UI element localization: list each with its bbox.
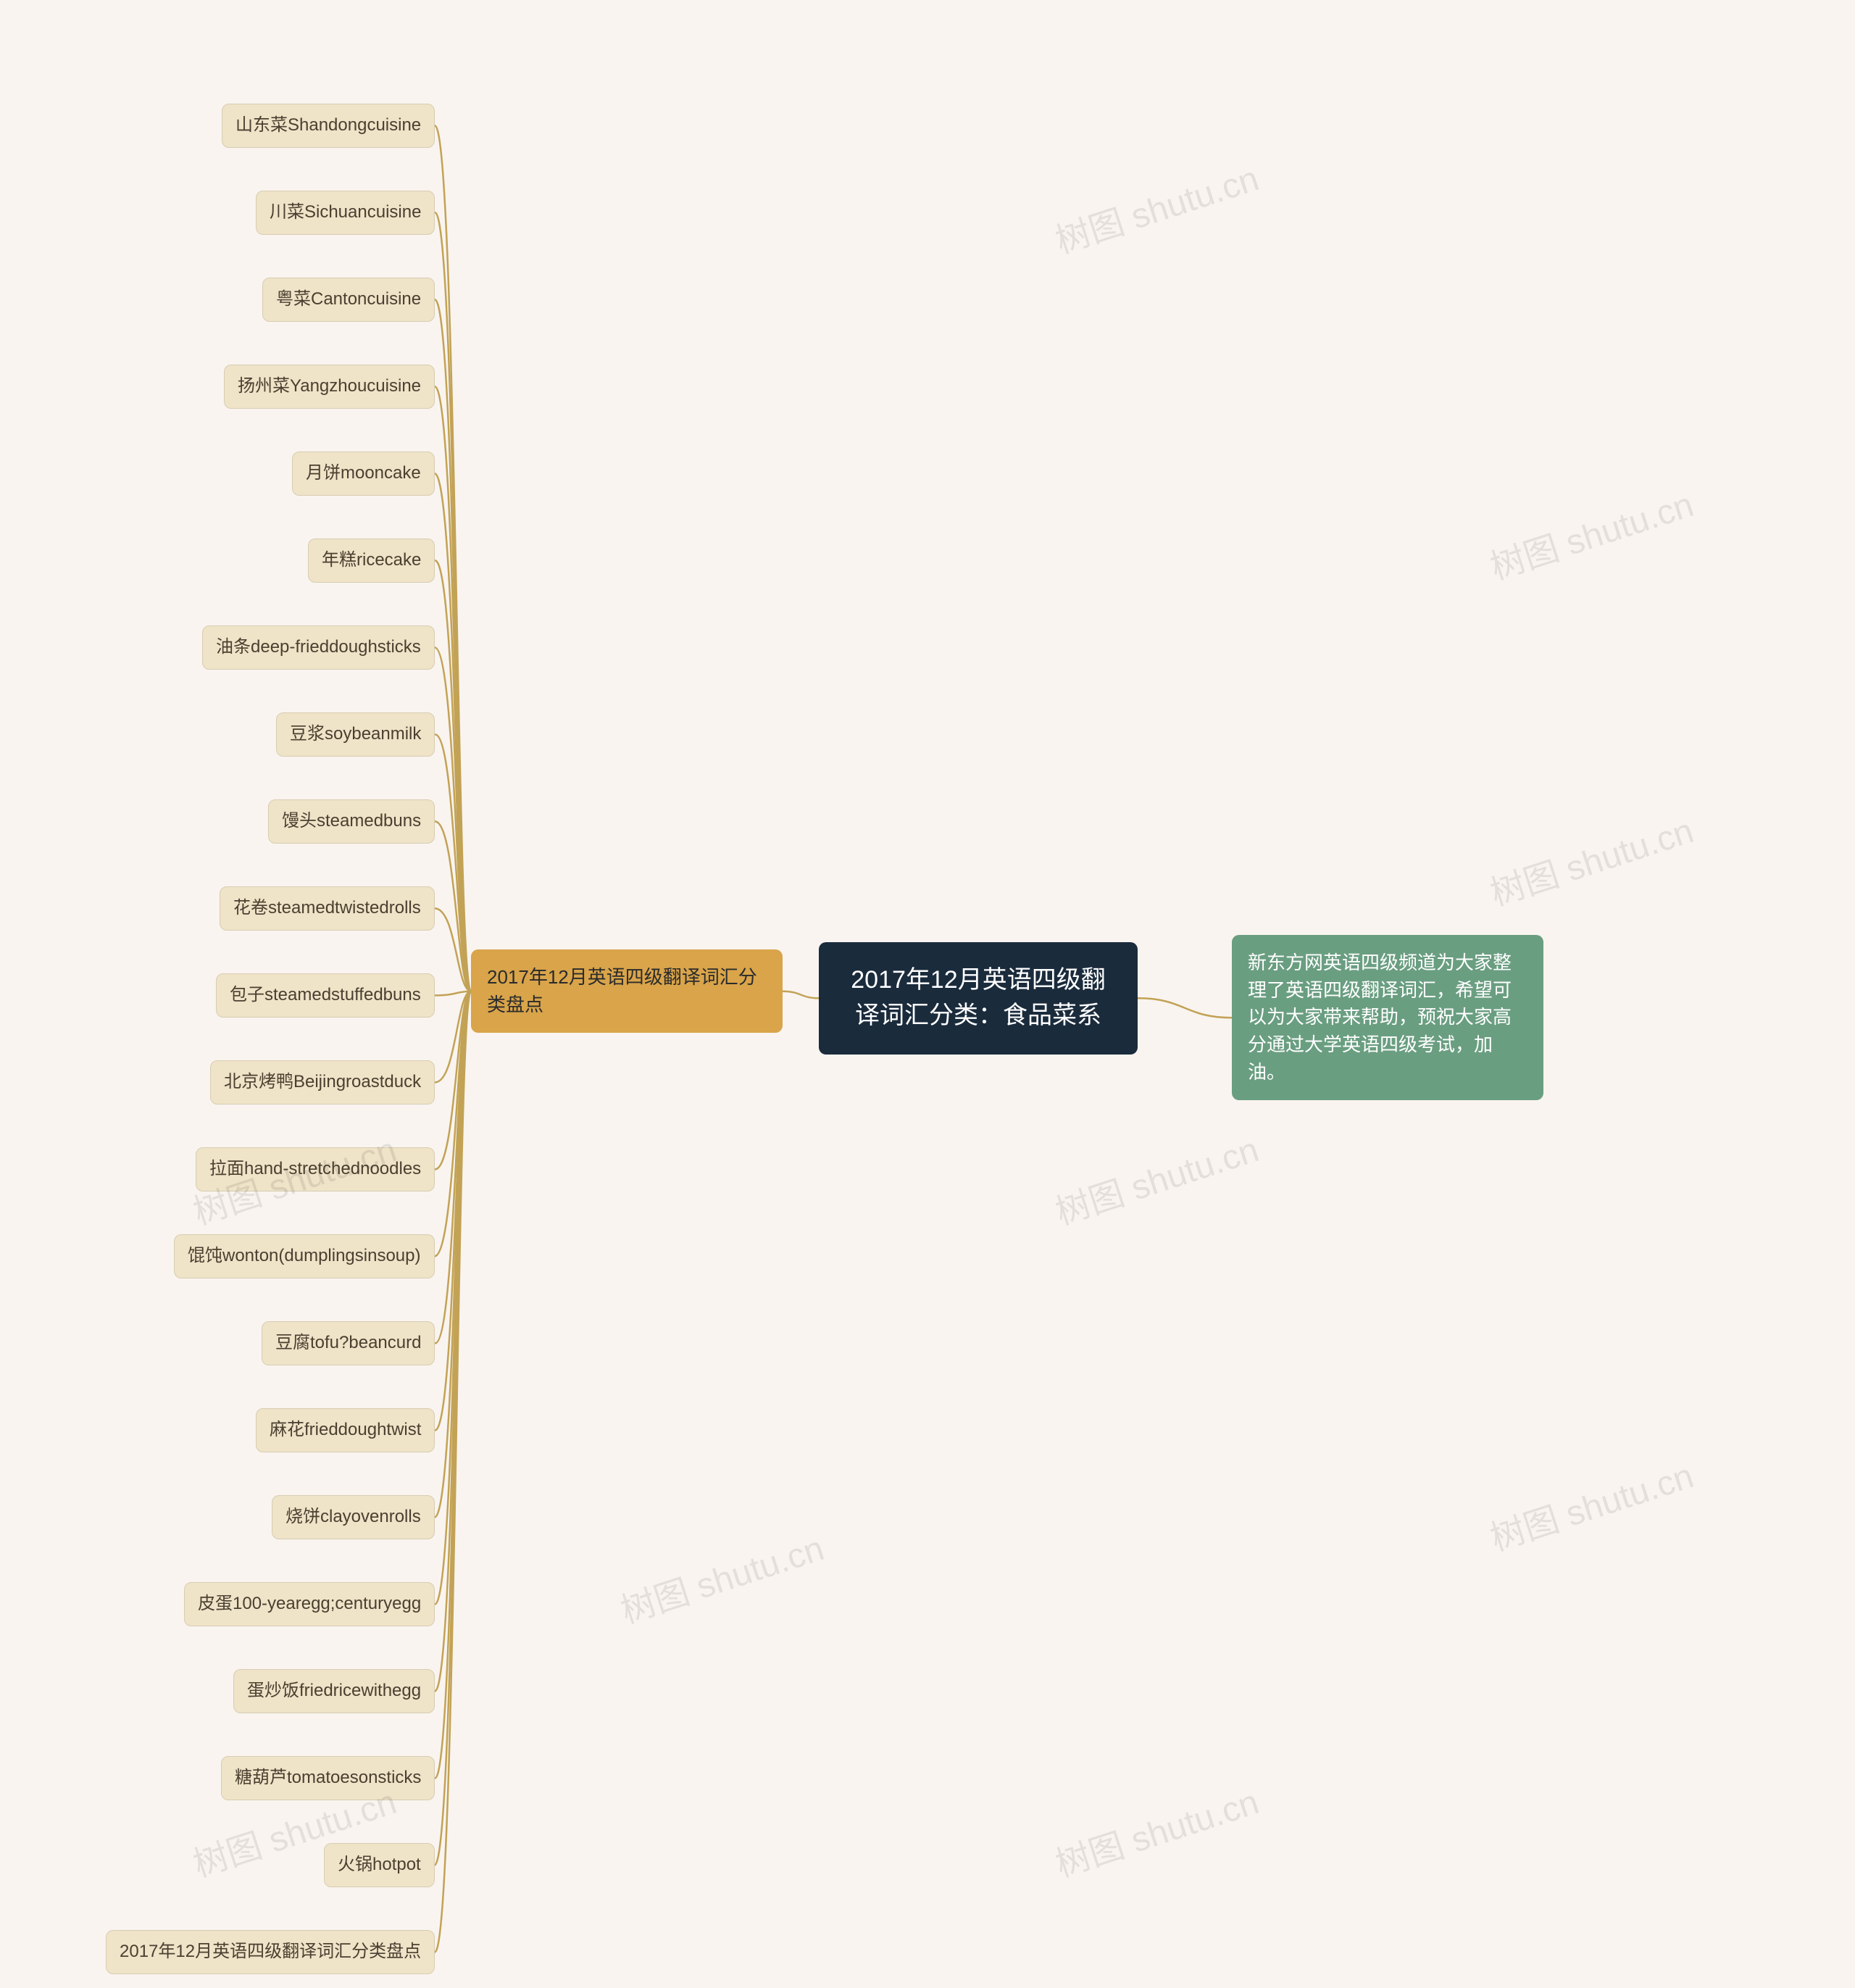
right-hub-node[interactable]: 新东方网英语四级频道为大家整理了英语四级翻译词汇，希望可以为大家带来帮助，预祝大… xyxy=(1232,935,1543,1100)
leaf-node[interactable]: 馄饨wonton(dumplingsinsoup) xyxy=(174,1234,435,1278)
leaf-node[interactable]: 年糕ricecake xyxy=(308,538,435,583)
leaf-node[interactable]: 皮蛋100-yearegg;centuryegg xyxy=(184,1582,435,1626)
watermark: 树图 shutu.cn xyxy=(613,1520,829,1633)
leaf-node[interactable]: 馒头steamedbuns xyxy=(268,799,435,844)
leaf-node[interactable]: 川菜Sichuancuisine xyxy=(256,191,435,235)
leaf-node[interactable]: 拉面hand-stretchednoodles xyxy=(196,1147,435,1191)
leaf-node[interactable]: 山东菜Shandongcuisine xyxy=(222,104,435,148)
mindmap-root[interactable]: 2017年12月英语四级翻译词汇分类：食品菜系 xyxy=(819,942,1138,1055)
leaf-node[interactable]: 花卷steamedtwistedrolls xyxy=(220,886,435,931)
leaf-node[interactable]: 蛋炒饭friedricewithegg xyxy=(233,1669,435,1713)
left-hub-node[interactable]: 2017年12月英语四级翻译词汇分类盘点 xyxy=(471,949,783,1033)
leaf-node[interactable]: 豆腐tofu?beancurd xyxy=(262,1321,435,1365)
leaf-node[interactable]: 豆浆soybeanmilk xyxy=(276,712,435,757)
leaf-node[interactable]: 粤菜Cantoncuisine xyxy=(262,278,435,322)
leaf-node[interactable]: 麻花frieddoughtwist xyxy=(256,1408,435,1452)
leaf-node[interactable]: 月饼mooncake xyxy=(292,452,435,496)
leaf-node[interactable]: 北京烤鸭Beijingroastduck xyxy=(210,1060,435,1105)
watermark: 树图 shutu.cn xyxy=(1483,476,1698,589)
leaf-node[interactable]: 油条deep-frieddoughsticks xyxy=(202,625,435,670)
watermark: 树图 shutu.cn xyxy=(1048,1121,1264,1234)
watermark: 树图 shutu.cn xyxy=(1048,1773,1264,1887)
leaf-node[interactable]: 烧饼clayovenrolls xyxy=(272,1495,435,1539)
watermark: 树图 shutu.cn xyxy=(1048,150,1264,263)
leaf-node[interactable]: 包子steamedstuffedbuns xyxy=(216,973,435,1018)
leaf-node[interactable]: 火锅hotpot xyxy=(324,1843,435,1887)
watermark: 树图 shutu.cn xyxy=(1483,1447,1698,1560)
watermark: 树图 shutu.cn xyxy=(1483,802,1698,915)
leaf-node[interactable]: 扬州菜Yangzhoucuisine xyxy=(224,365,435,409)
leaf-node[interactable]: 糖葫芦tomatoesonsticks xyxy=(221,1756,435,1800)
leaf-node[interactable]: 2017年12月英语四级翻译词汇分类盘点 xyxy=(106,1930,435,1974)
